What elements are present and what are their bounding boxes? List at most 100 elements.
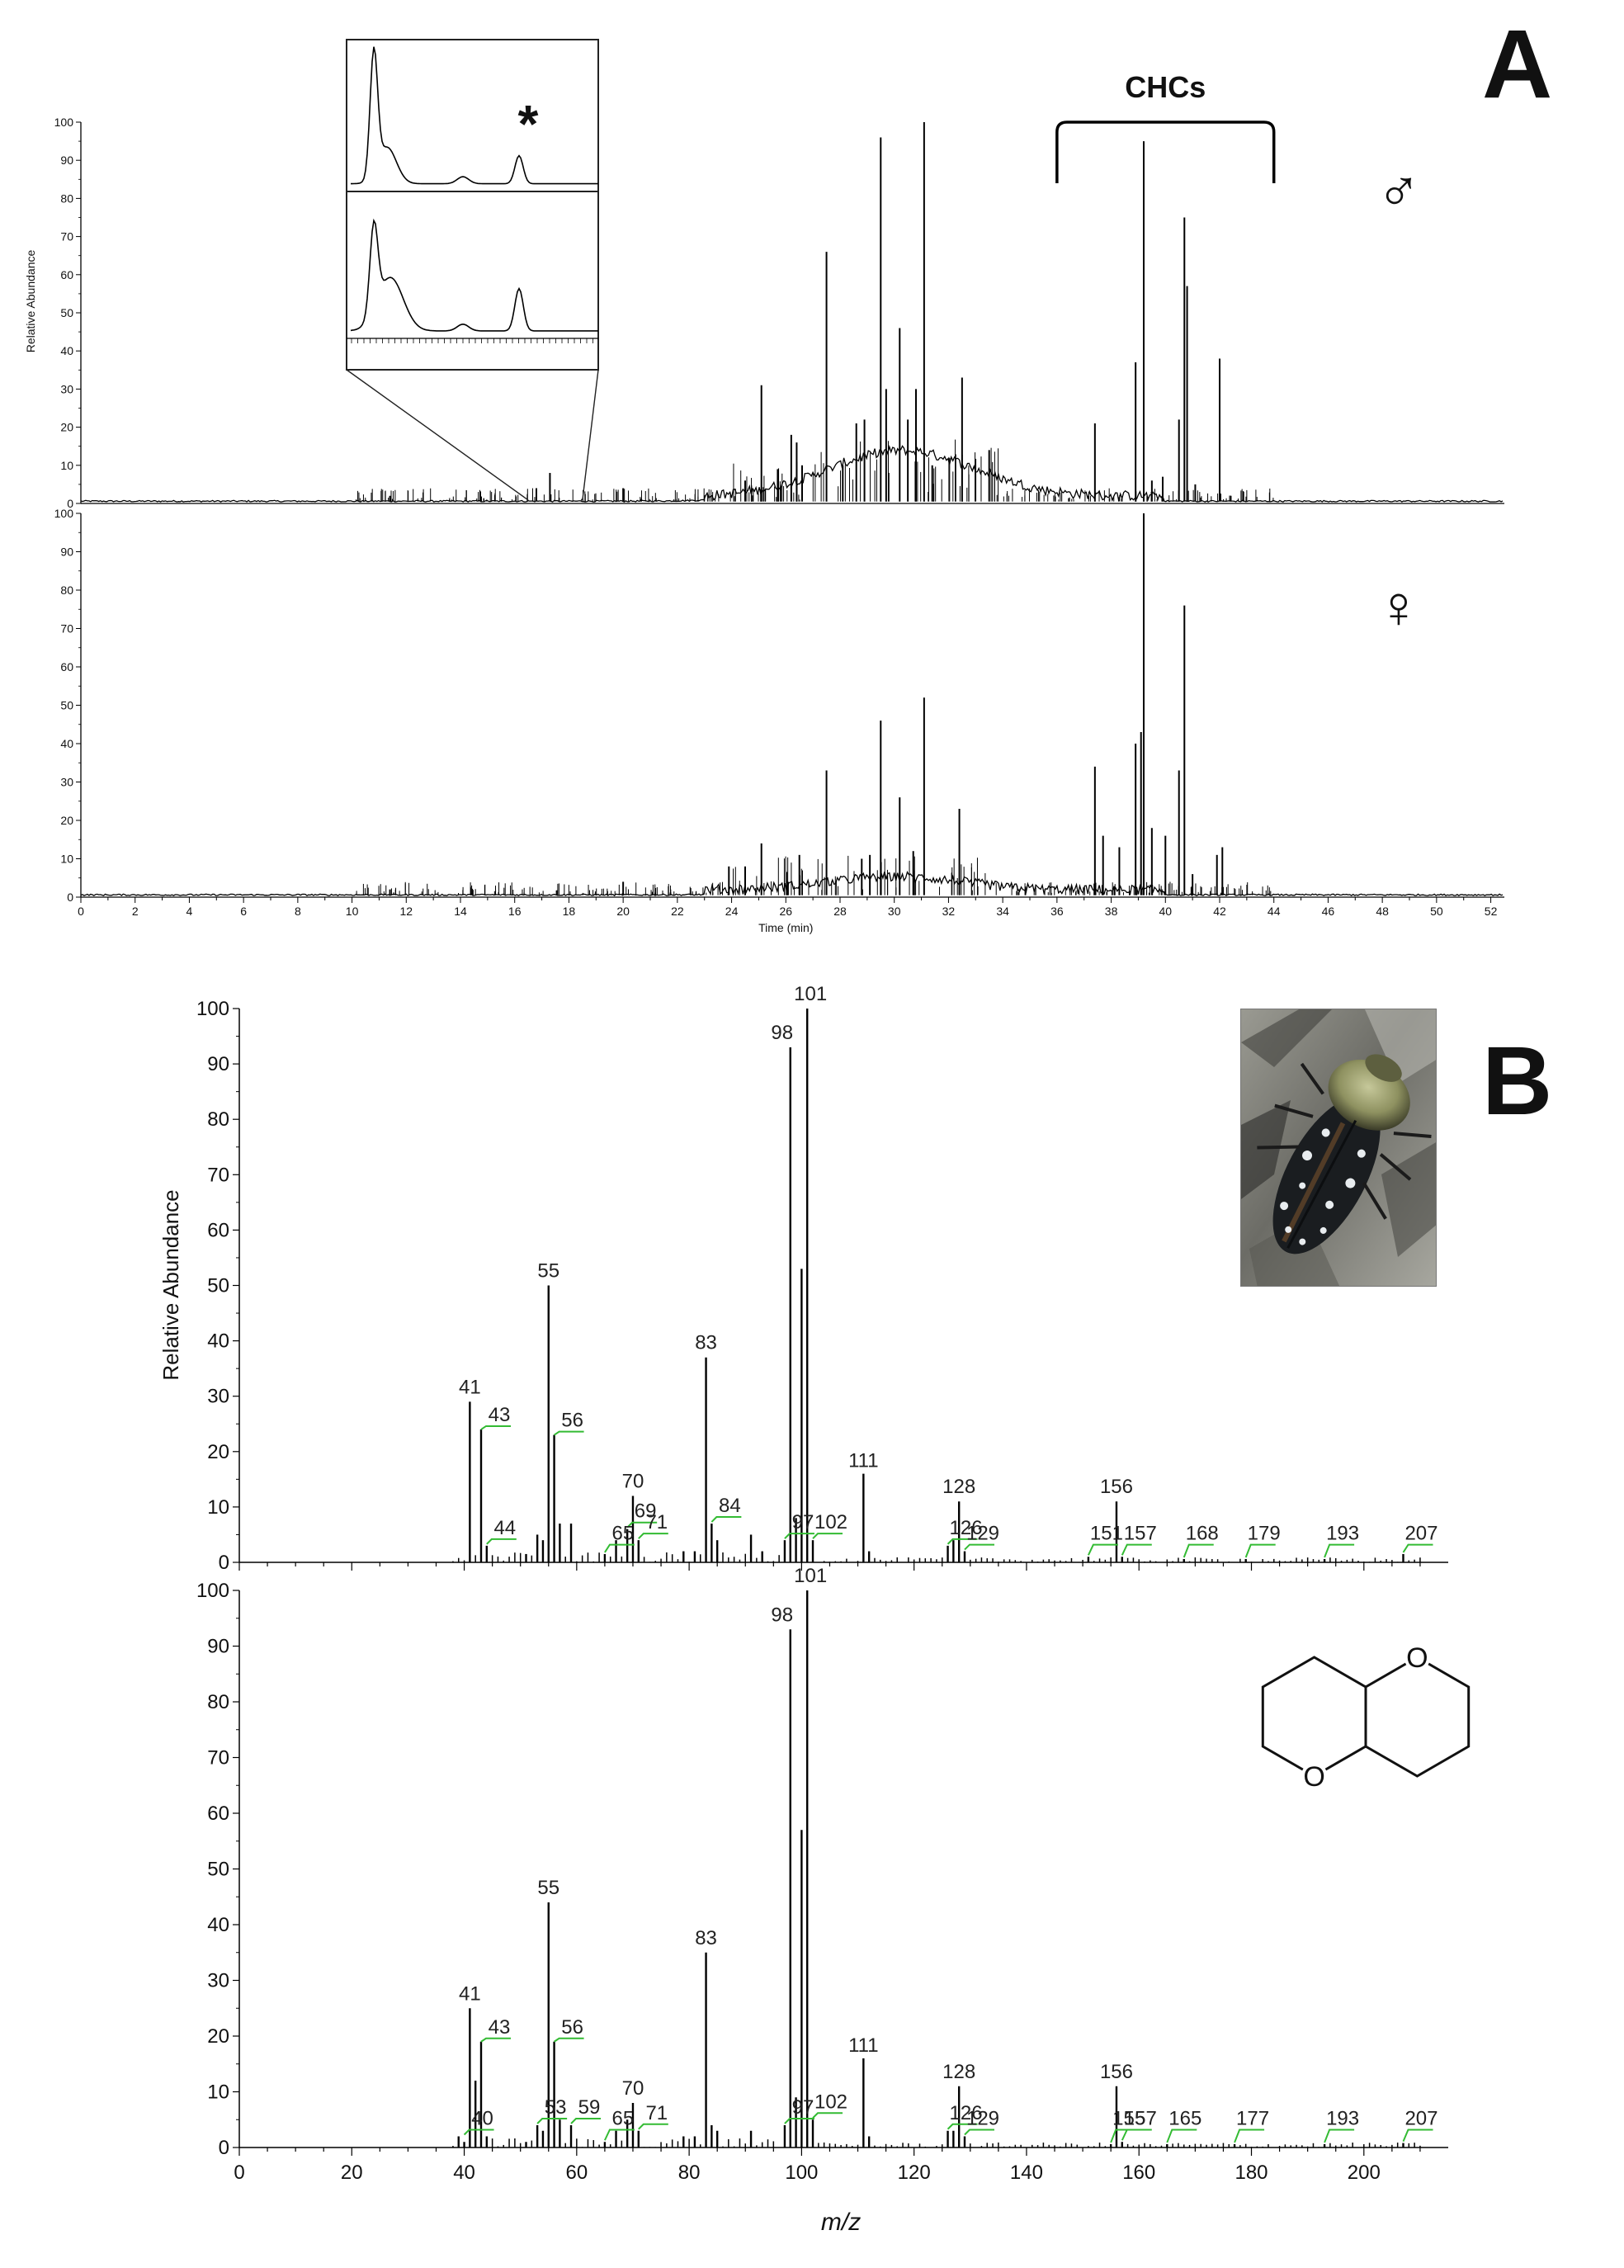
peak-label: 101: [794, 983, 827, 1005]
peak-label: 156: [1100, 1476, 1133, 1498]
x-tick-label: 22: [671, 905, 684, 918]
y-tick-label: 0: [219, 1552, 229, 1574]
label-leader: [1244, 1543, 1276, 1558]
peak-label: 83: [695, 1927, 717, 1949]
x-axis-label: m/z: [821, 2209, 861, 2236]
x-tick-label: 28: [833, 905, 847, 918]
x-tick-label: 18: [563, 905, 576, 918]
y-tick-label: 80: [60, 584, 73, 597]
y-tick-label: 70: [207, 1164, 229, 1186]
peak-label: 151: [1090, 1523, 1123, 1545]
peak-label: 129: [966, 2108, 999, 2130]
chcs-bracket: CHCs: [1055, 70, 1276, 183]
y-tick-label: 60: [207, 1803, 229, 1825]
peak-label: 56: [561, 2016, 583, 2039]
peak-label: 126: [950, 2102, 983, 2124]
label-leader: [536, 2118, 568, 2124]
peak-label: 40: [471, 2108, 493, 2130]
peak-labels: 4143445556696570718384979810110211112612…: [459, 983, 1438, 1558]
peak-label: 177: [1236, 2108, 1269, 2130]
beetle-photo-drawing: [1241, 1009, 1436, 1286]
label-leader: [784, 1533, 814, 1539]
peak-label: 97: [792, 1511, 814, 1533]
x-tick-label: 0: [78, 905, 84, 918]
x-tick-label: 80: [678, 2162, 701, 2184]
y-tick-label: 30: [60, 776, 73, 789]
x-tick-label: 14: [454, 905, 467, 918]
x-tick-label: 20: [341, 2162, 363, 2184]
y-tick-label: 80: [207, 1108, 229, 1131]
y-tick-label: 90: [207, 1053, 229, 1075]
peak-label: 102: [814, 1511, 847, 1533]
y-tick-label: 40: [207, 1914, 229, 1936]
peak-label: 101: [794, 1565, 827, 1587]
label-leader: [638, 1533, 668, 1539]
peak-label: 84: [719, 1495, 741, 1517]
x-tick-label: 38: [1105, 905, 1118, 918]
peaks: [457, 1590, 1404, 2148]
label-leader: [947, 2123, 978, 2130]
peak-label: 193: [1326, 1523, 1359, 1545]
peak-label: 55: [537, 1877, 559, 1899]
x-tick-label: 140: [1010, 2162, 1043, 2184]
x-tick-label: 26: [779, 905, 792, 918]
y-tick-label: 100: [196, 1580, 229, 1602]
label-leader: [1088, 1543, 1118, 1556]
y-tick-label: 50: [207, 1859, 229, 1881]
chromatogram-0: 0 10 20 30 40 50 60 70 80 90 100 ♂: [54, 116, 1504, 510]
x-tick-label: 46: [1322, 905, 1335, 918]
y-tick-label: 10: [60, 459, 73, 472]
peak-label: 71: [645, 1511, 668, 1533]
atom-mask: [1301, 1763, 1328, 1789]
y-tick-label: 90: [60, 154, 73, 167]
y-tick-label: 60: [207, 1219, 229, 1241]
label-leader: [1183, 1543, 1214, 1558]
label-leader: [1234, 2129, 1265, 2143]
label-leader: [784, 2118, 814, 2124]
y-tick-label: 10: [207, 1496, 229, 1519]
x-tick-label: 50: [1430, 905, 1443, 918]
peak-label: 56: [561, 1410, 583, 1432]
peak-label: 207: [1404, 2108, 1438, 2130]
peak-label: 179: [1248, 1523, 1281, 1545]
label-leader: [1166, 2129, 1197, 2143]
atom-mask: [1404, 1644, 1431, 1670]
spiroketal-structure: OO: [1261, 1642, 1471, 1793]
x-tick-label: 44: [1268, 905, 1281, 918]
minor-peaks: [355, 439, 1274, 502]
x-tick-label: 2: [132, 905, 139, 918]
peak-label: 98: [771, 1022, 793, 1044]
label-leader: [812, 1533, 843, 1539]
peak-label: 102: [814, 2091, 847, 2113]
minor-peaks: [452, 2138, 1421, 2148]
y-tick-label: 20: [60, 421, 73, 434]
inset-trace-female: [350, 218, 598, 332]
y-tick-label: 30: [60, 382, 73, 395]
label-leader: [964, 1543, 994, 1551]
peak-label: 157: [1124, 1523, 1157, 1545]
peak-label: 59: [578, 2096, 601, 2119]
label-leader: [604, 2129, 635, 2141]
x-tick-label: 12: [399, 905, 413, 918]
x-tick-label: 100: [785, 2162, 818, 2184]
x-tick-label: 30: [888, 905, 901, 918]
peak-label: 126: [950, 1517, 983, 1539]
major-peaks: [389, 513, 1224, 895]
peak-label: 129: [966, 1523, 999, 1545]
x-tick-label: 52: [1485, 905, 1498, 918]
label-leader: [480, 1425, 511, 1430]
sex-symbol: ♀: [1376, 574, 1421, 640]
y-tick-label: 100: [54, 116, 74, 129]
x-tick-label: 180: [1235, 2162, 1268, 2184]
peak-label: 70: [622, 2077, 644, 2100]
x-tick-label: 34: [996, 905, 1009, 918]
inset-marker: *: [518, 94, 539, 154]
y-tick-label: 20: [60, 814, 73, 827]
x-axis-label: Time (min): [758, 921, 813, 934]
peak-label: 55: [537, 1260, 559, 1283]
label-leader: [554, 2037, 584, 2043]
label-leader: [626, 1521, 658, 1529]
